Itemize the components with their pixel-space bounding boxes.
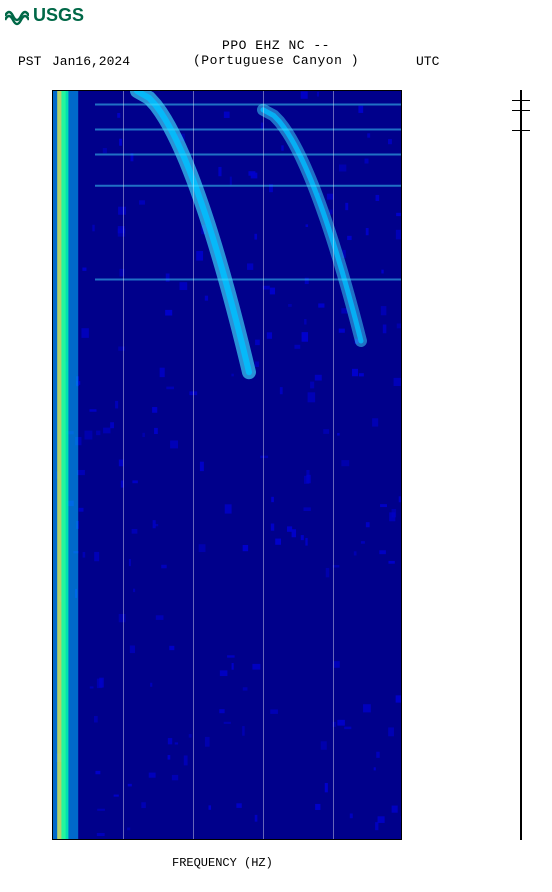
x-axis-label: FREQUENCY (HZ) (172, 856, 273, 870)
spectrogram-plot: 18:0018:1018:2018:3018:4018:5019:0019:10… (52, 90, 402, 840)
utc-label: UTC (416, 54, 439, 69)
date-label: Jan16,2024 (52, 54, 130, 69)
right-sidebar-scale (520, 90, 522, 840)
usgs-wave-icon (5, 6, 29, 26)
usgs-logo: USGS (5, 5, 84, 26)
station-line: PPO EHZ NC -- (0, 38, 552, 53)
usgs-logo-text: USGS (33, 5, 84, 26)
pst-label: PST (18, 54, 41, 69)
spectrogram-canvas: 18:0018:1018:2018:3018:4018:5019:0019:10… (52, 90, 402, 840)
